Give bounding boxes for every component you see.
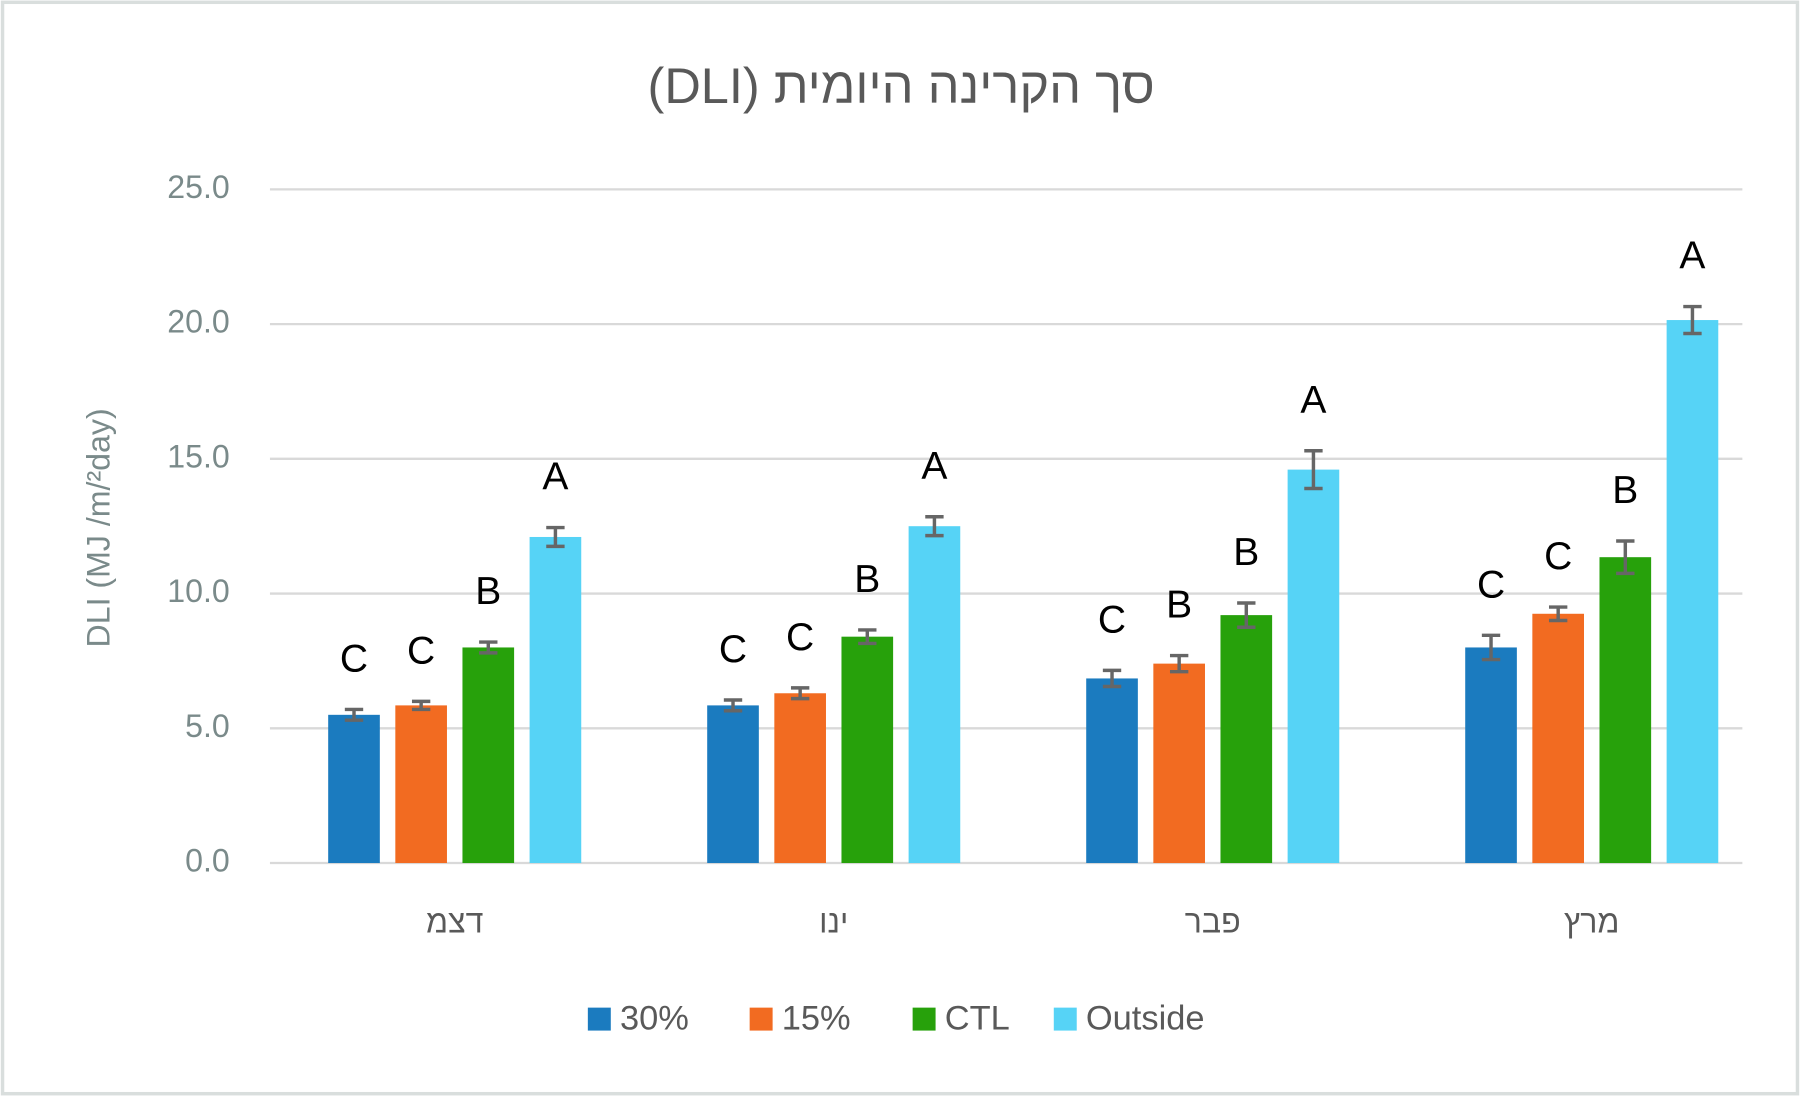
- bar: [328, 714, 380, 864]
- significance-letter: A: [921, 445, 947, 488]
- y-tick-label: 10.0: [167, 573, 230, 609]
- bar: [529, 536, 582, 864]
- x-tick-label: ינו: [819, 903, 848, 939]
- bar: [774, 693, 826, 864]
- significance-letter: A: [1679, 235, 1705, 278]
- significance-letter: B: [1166, 584, 1192, 627]
- significance-letter: C: [407, 629, 435, 672]
- significance-letter: B: [1233, 531, 1259, 574]
- y-tick-label: 5.0: [185, 708, 230, 744]
- bar: [1599, 557, 1652, 864]
- bar: [462, 647, 515, 864]
- significance-letter: C: [1477, 563, 1505, 606]
- bar: [395, 705, 447, 864]
- legend-label: Outside: [1086, 999, 1205, 1037]
- legend-label: CTL: [945, 999, 1010, 1037]
- legend-swatch: [912, 1007, 936, 1031]
- bar: [707, 705, 759, 864]
- y-tick-label: 15.0: [167, 438, 230, 474]
- y-tick-label: 20.0: [167, 304, 230, 340]
- significance-letter: B: [854, 558, 880, 601]
- y-tick-label: 25.0: [167, 169, 230, 205]
- legend-swatch: [587, 1007, 611, 1031]
- significance-letter: B: [475, 570, 501, 613]
- bar: [1287, 469, 1340, 864]
- x-tick-label: פבר: [1185, 903, 1241, 939]
- significance-letter: C: [719, 628, 747, 671]
- bar: [1220, 615, 1273, 864]
- significance-letter: C: [786, 616, 814, 659]
- significance-letter: C: [340, 638, 368, 681]
- x-tick-label: מרץ: [1564, 903, 1619, 939]
- y-tick-label: 0.0: [185, 843, 230, 879]
- bar: [1666, 320, 1719, 864]
- significance-letter: C: [1544, 535, 1572, 578]
- bar: [1532, 613, 1584, 864]
- significance-letter: B: [1612, 469, 1638, 512]
- bar: [841, 636, 894, 864]
- legend-label: 30%: [620, 999, 689, 1037]
- y-axis-label: DLI (MJ /m/²day): [81, 408, 117, 647]
- bar: [1465, 647, 1517, 864]
- bar: [908, 526, 961, 864]
- bar: [1153, 663, 1205, 864]
- legend-swatch: [749, 1007, 773, 1031]
- legend-label: 15%: [782, 999, 851, 1037]
- significance-letter: A: [1300, 379, 1326, 422]
- bar: [1086, 678, 1138, 864]
- chart-title: סך הקרינה היומית (DLI): [648, 57, 1155, 114]
- significance-letter: A: [542, 456, 568, 499]
- x-tick-label: דצמ: [426, 903, 483, 939]
- legend-swatch: [1053, 1007, 1077, 1031]
- significance-letter: C: [1098, 598, 1126, 641]
